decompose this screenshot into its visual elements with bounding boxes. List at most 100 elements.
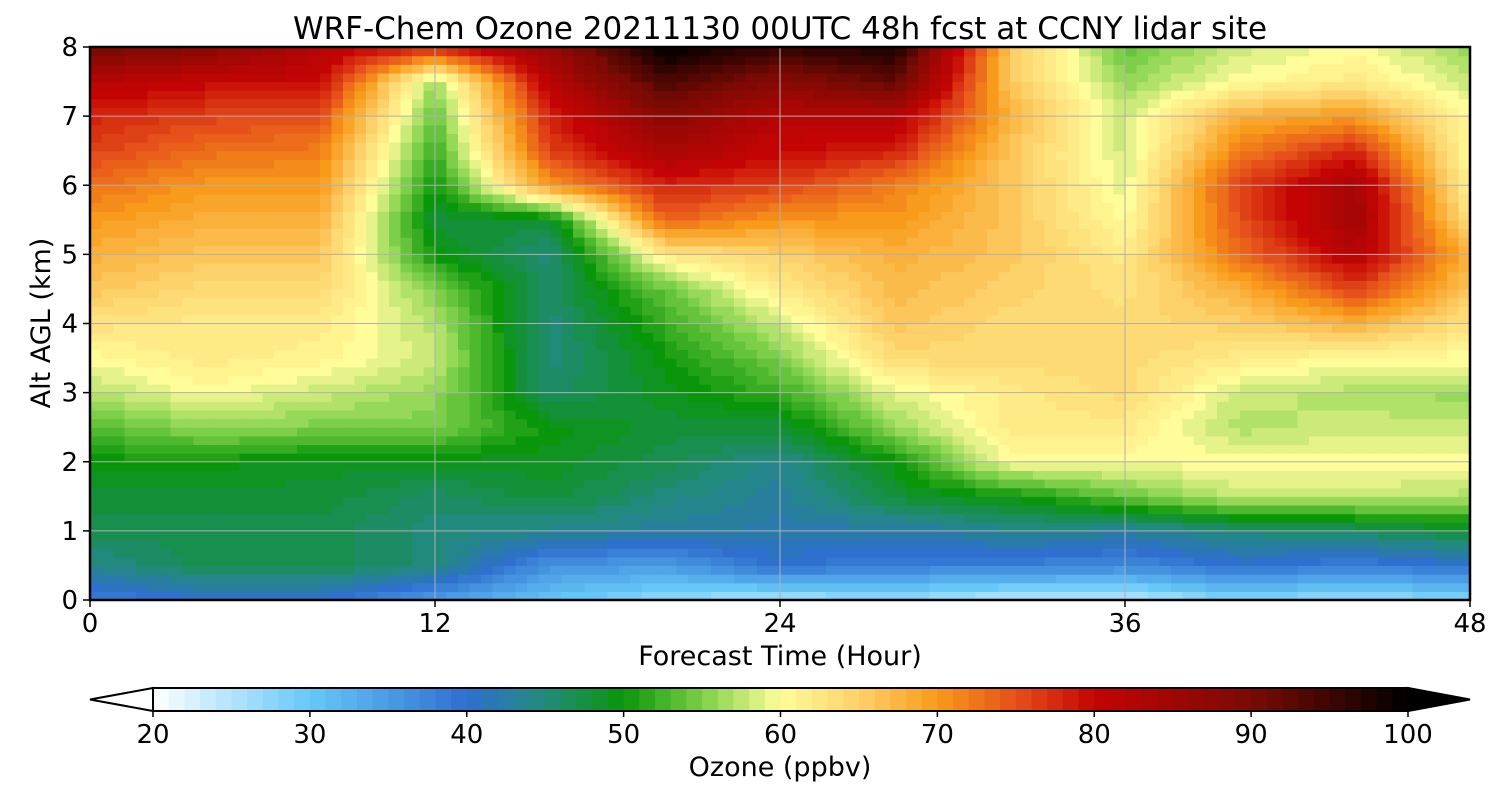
heatmap-cell (504, 297, 517, 307)
heatmap-cell (469, 556, 482, 567)
heatmap-cell (1113, 366, 1126, 376)
heatmap-cell (1251, 297, 1264, 307)
heatmap-cell (952, 263, 965, 273)
heatmap-cell (619, 340, 632, 351)
heatmap-cell (1010, 254, 1023, 264)
heatmap-cell (630, 375, 643, 385)
heatmap-cell (768, 254, 781, 264)
heatmap-cell (1355, 314, 1368, 325)
heatmap-cell (1309, 349, 1322, 359)
heatmap-cell (998, 349, 1011, 359)
heatmap-cell (550, 565, 563, 575)
heatmap-cell (1343, 548, 1356, 558)
heatmap-cell (573, 271, 586, 281)
heatmap-cell (262, 496, 275, 506)
heatmap-cell (630, 254, 643, 264)
heatmap-cell (550, 271, 563, 281)
heatmap-cell (688, 392, 701, 402)
heatmap-cell (1090, 375, 1103, 385)
heatmap-cell (343, 401, 356, 411)
heatmap-cell (734, 306, 747, 316)
heatmap-cell (458, 496, 471, 506)
heatmap-cell (803, 401, 816, 411)
heatmap-cell (159, 358, 172, 368)
heatmap-cell (354, 435, 367, 446)
heatmap-cell (354, 548, 367, 558)
heatmap-cell (216, 539, 229, 549)
heatmap-cell (1033, 487, 1046, 497)
heatmap-cell (170, 271, 183, 281)
heatmap-cell (1194, 314, 1207, 325)
heatmap-cell (239, 332, 252, 342)
heatmap-cell (1366, 314, 1379, 325)
heatmap-cell (561, 548, 574, 558)
heatmap-cell (1343, 409, 1356, 420)
heatmap-cell (147, 591, 160, 601)
heatmap-cell (630, 479, 643, 489)
heatmap-cell (274, 314, 287, 325)
heatmap-cell (423, 513, 436, 523)
heatmap-cell (331, 461, 344, 471)
heatmap-cell (1217, 383, 1230, 394)
heatmap-cell (389, 297, 402, 307)
heatmap-cell (872, 496, 885, 506)
heatmap-cell (1251, 263, 1264, 273)
heatmap-cell (1217, 271, 1230, 281)
heatmap-cell (768, 409, 781, 420)
heatmap-cell (446, 504, 459, 515)
heatmap-cell (860, 435, 873, 446)
heatmap-cell (860, 280, 873, 290)
heatmap-cell (1182, 574, 1195, 584)
heatmap-cell (1090, 306, 1103, 316)
heatmap-cell (515, 314, 528, 325)
heatmap-cell (435, 288, 448, 299)
heatmap-cell (941, 392, 954, 402)
heatmap-cell (964, 297, 977, 307)
heatmap-cell (998, 582, 1011, 592)
heatmap-cell (1263, 297, 1276, 307)
heatmap-cell (366, 237, 379, 247)
heatmap-cell (975, 530, 988, 541)
heatmap-cell (469, 392, 482, 402)
heatmap-cell (1412, 349, 1425, 359)
heatmap-cell (90, 237, 103, 247)
heatmap-cell (929, 418, 942, 428)
heatmap-cell (964, 487, 977, 497)
heatmap-cell (1251, 479, 1264, 489)
heatmap-cell (101, 487, 114, 497)
heatmap-cell (780, 392, 793, 402)
heatmap-cell (1194, 487, 1207, 497)
heatmap-cell (814, 306, 827, 316)
heatmap-cell (331, 306, 344, 316)
heatmap-cell (803, 487, 816, 497)
heatmap-cell (159, 418, 172, 428)
heatmap-cell (147, 375, 160, 385)
heatmap-cell (377, 522, 390, 532)
heatmap-cell (1102, 556, 1115, 567)
heatmap-cell (699, 271, 712, 281)
heatmap-cell (665, 263, 678, 273)
heatmap-cell (366, 496, 379, 506)
heatmap-cell (331, 280, 344, 290)
heatmap-cell (136, 245, 149, 255)
heatmap-cell (205, 237, 218, 247)
heatmap-cell (435, 479, 448, 489)
heatmap-cell (1159, 565, 1172, 575)
heatmap-cell (1079, 496, 1092, 506)
heatmap-cell (1033, 461, 1046, 471)
heatmap-cell (952, 349, 965, 359)
heatmap-cell (1010, 323, 1023, 333)
heatmap-cell (561, 496, 574, 506)
heatmap-cell (469, 383, 482, 394)
heatmap-cell (1217, 574, 1230, 584)
heatmap-cell (1102, 418, 1115, 428)
heatmap-cell (1056, 487, 1069, 497)
heatmap-cell (1194, 539, 1207, 549)
heatmap-cell (1320, 375, 1333, 385)
heatmap-cell (826, 418, 839, 428)
heatmap-cell (412, 340, 425, 351)
heatmap-cell (895, 409, 908, 420)
heatmap-cell (906, 582, 919, 592)
heatmap-cell (1251, 435, 1264, 446)
heatmap-cell (400, 539, 413, 549)
